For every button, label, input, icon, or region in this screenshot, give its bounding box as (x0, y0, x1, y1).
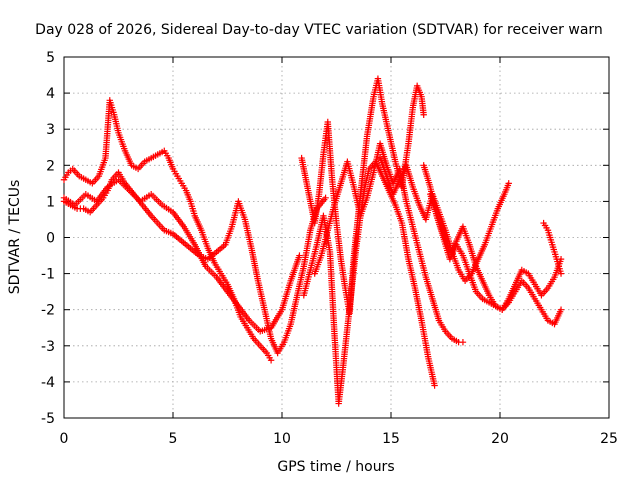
y-tick-label: -1 (41, 267, 55, 283)
y-tick-label: 5 (46, 50, 55, 66)
y-tick-label: -5 (41, 411, 55, 427)
y-tick-label: -3 (41, 339, 55, 355)
x-tick-label: 10 (273, 431, 291, 447)
x-tick-label: 25 (600, 431, 618, 447)
axis-ticks: 0 5 10 15 20 25 -5 -4 -3 -2 -1 0 1 2 3 4 5 (41, 50, 618, 447)
x-tick-label: 0 (60, 431, 69, 447)
x-axis-label: GPS time / hours (277, 459, 394, 475)
y-tick-label: 3 (46, 122, 55, 138)
y-tick-label: 0 (46, 231, 55, 247)
data-point (431, 382, 438, 389)
data-point (420, 111, 427, 118)
y-tick-label: -2 (41, 303, 55, 319)
y-tick-label: 2 (46, 158, 55, 174)
y-tick-label: -4 (41, 375, 55, 391)
data-point (296, 252, 303, 259)
data-point (557, 270, 565, 277)
data-point (505, 180, 512, 187)
data-point (267, 357, 275, 364)
y-axis-label: SDTVAR / TECUs (7, 180, 23, 295)
y-tick-label: 4 (46, 86, 55, 102)
data-points (60, 75, 565, 407)
data-point (322, 194, 329, 201)
data-point (557, 306, 565, 313)
x-tick-label: 5 (169, 431, 178, 447)
chart-title: Day 028 of 2026, Sidereal Day-to-day VTE… (35, 22, 603, 38)
grid (64, 57, 609, 418)
x-tick-label: 20 (491, 431, 509, 447)
y-tick-label: 1 (46, 194, 55, 210)
data-point (459, 338, 467, 346)
x-tick-label: 15 (382, 431, 400, 447)
